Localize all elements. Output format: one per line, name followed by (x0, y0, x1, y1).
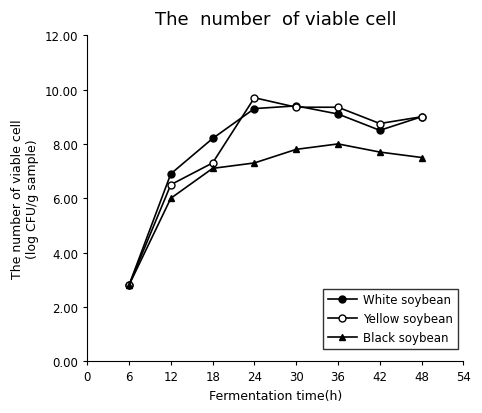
White soybean (168, 172, 174, 177)
White soybean (294, 104, 299, 109)
Line: Black soybean: Black soybean (125, 141, 425, 289)
White soybean (252, 107, 257, 112)
Title: The  number  of viable cell: The number of viable cell (155, 11, 396, 29)
Black soybean (168, 196, 174, 201)
Black soybean (377, 150, 383, 155)
Black soybean (252, 161, 257, 166)
Yellow soybean (294, 105, 299, 110)
White soybean (335, 112, 341, 117)
Legend: White soybean, Yellow soybean, Black soybean: White soybean, Yellow soybean, Black soy… (323, 289, 457, 349)
Yellow soybean (377, 122, 383, 127)
X-axis label: Fermentation time(h): Fermentation time(h) (209, 389, 342, 402)
Yellow soybean (419, 115, 425, 120)
Line: White soybean: White soybean (125, 103, 425, 289)
Black soybean (126, 283, 132, 288)
Yellow soybean (210, 161, 215, 166)
Black soybean (210, 166, 215, 171)
White soybean (419, 115, 425, 120)
Black soybean (294, 147, 299, 152)
White soybean (377, 128, 383, 133)
Y-axis label: The number of viable cell
(log CFU/g sample): The number of viable cell (log CFU/g sam… (11, 119, 39, 278)
Black soybean (335, 142, 341, 147)
Line: Yellow soybean: Yellow soybean (125, 95, 425, 289)
Yellow soybean (168, 183, 174, 188)
Black soybean (419, 156, 425, 161)
Yellow soybean (335, 105, 341, 110)
White soybean (210, 137, 215, 142)
White soybean (126, 283, 132, 288)
Yellow soybean (126, 283, 132, 288)
Yellow soybean (252, 96, 257, 101)
